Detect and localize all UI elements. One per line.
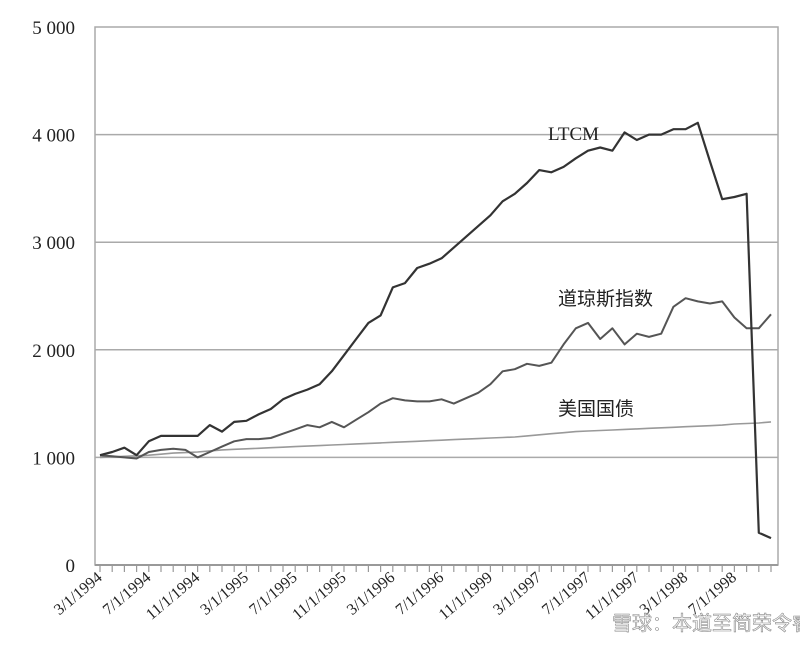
y-tick-label: 4 000 (32, 126, 75, 147)
x-tick-label: 11/1/1995 (289, 569, 349, 623)
series-line-1 (99, 297, 772, 460)
series-label-dow: 道琼斯指数 (558, 288, 653, 310)
series-label-treasury: 美国国债 (558, 398, 634, 420)
x-tick-label: 11/1/1994 (143, 569, 203, 623)
y-tick-label: 1 000 (32, 448, 75, 469)
x-tick-label: 3/1/1997 (490, 569, 545, 619)
x-tick-label: 3/1/1994 (51, 569, 106, 619)
series-line-2 (99, 421, 772, 459)
y-tick-label: 0 (66, 556, 76, 577)
y-axis: 0 1 000 2 000 3 000 4 000 5 000 (32, 18, 75, 577)
watermark: 雪球：本道至简荣令睿 (612, 611, 800, 635)
y-tick-label: 5 000 (32, 18, 75, 39)
y-tick-label: 2 000 (32, 341, 75, 362)
gridlines (94, 26, 779, 566)
y-tick-label: 3 000 (32, 233, 75, 254)
plot-area (94, 26, 779, 566)
series-label-ltcm: LTCM (548, 124, 599, 145)
x-tick-label: 3/1/1995 (197, 569, 252, 619)
series-lines (99, 121, 772, 540)
x-tick-label: 11/1/1999 (436, 569, 496, 623)
x-tick-label: 3/1/1996 (344, 569, 399, 619)
series-line-0 (99, 121, 772, 540)
